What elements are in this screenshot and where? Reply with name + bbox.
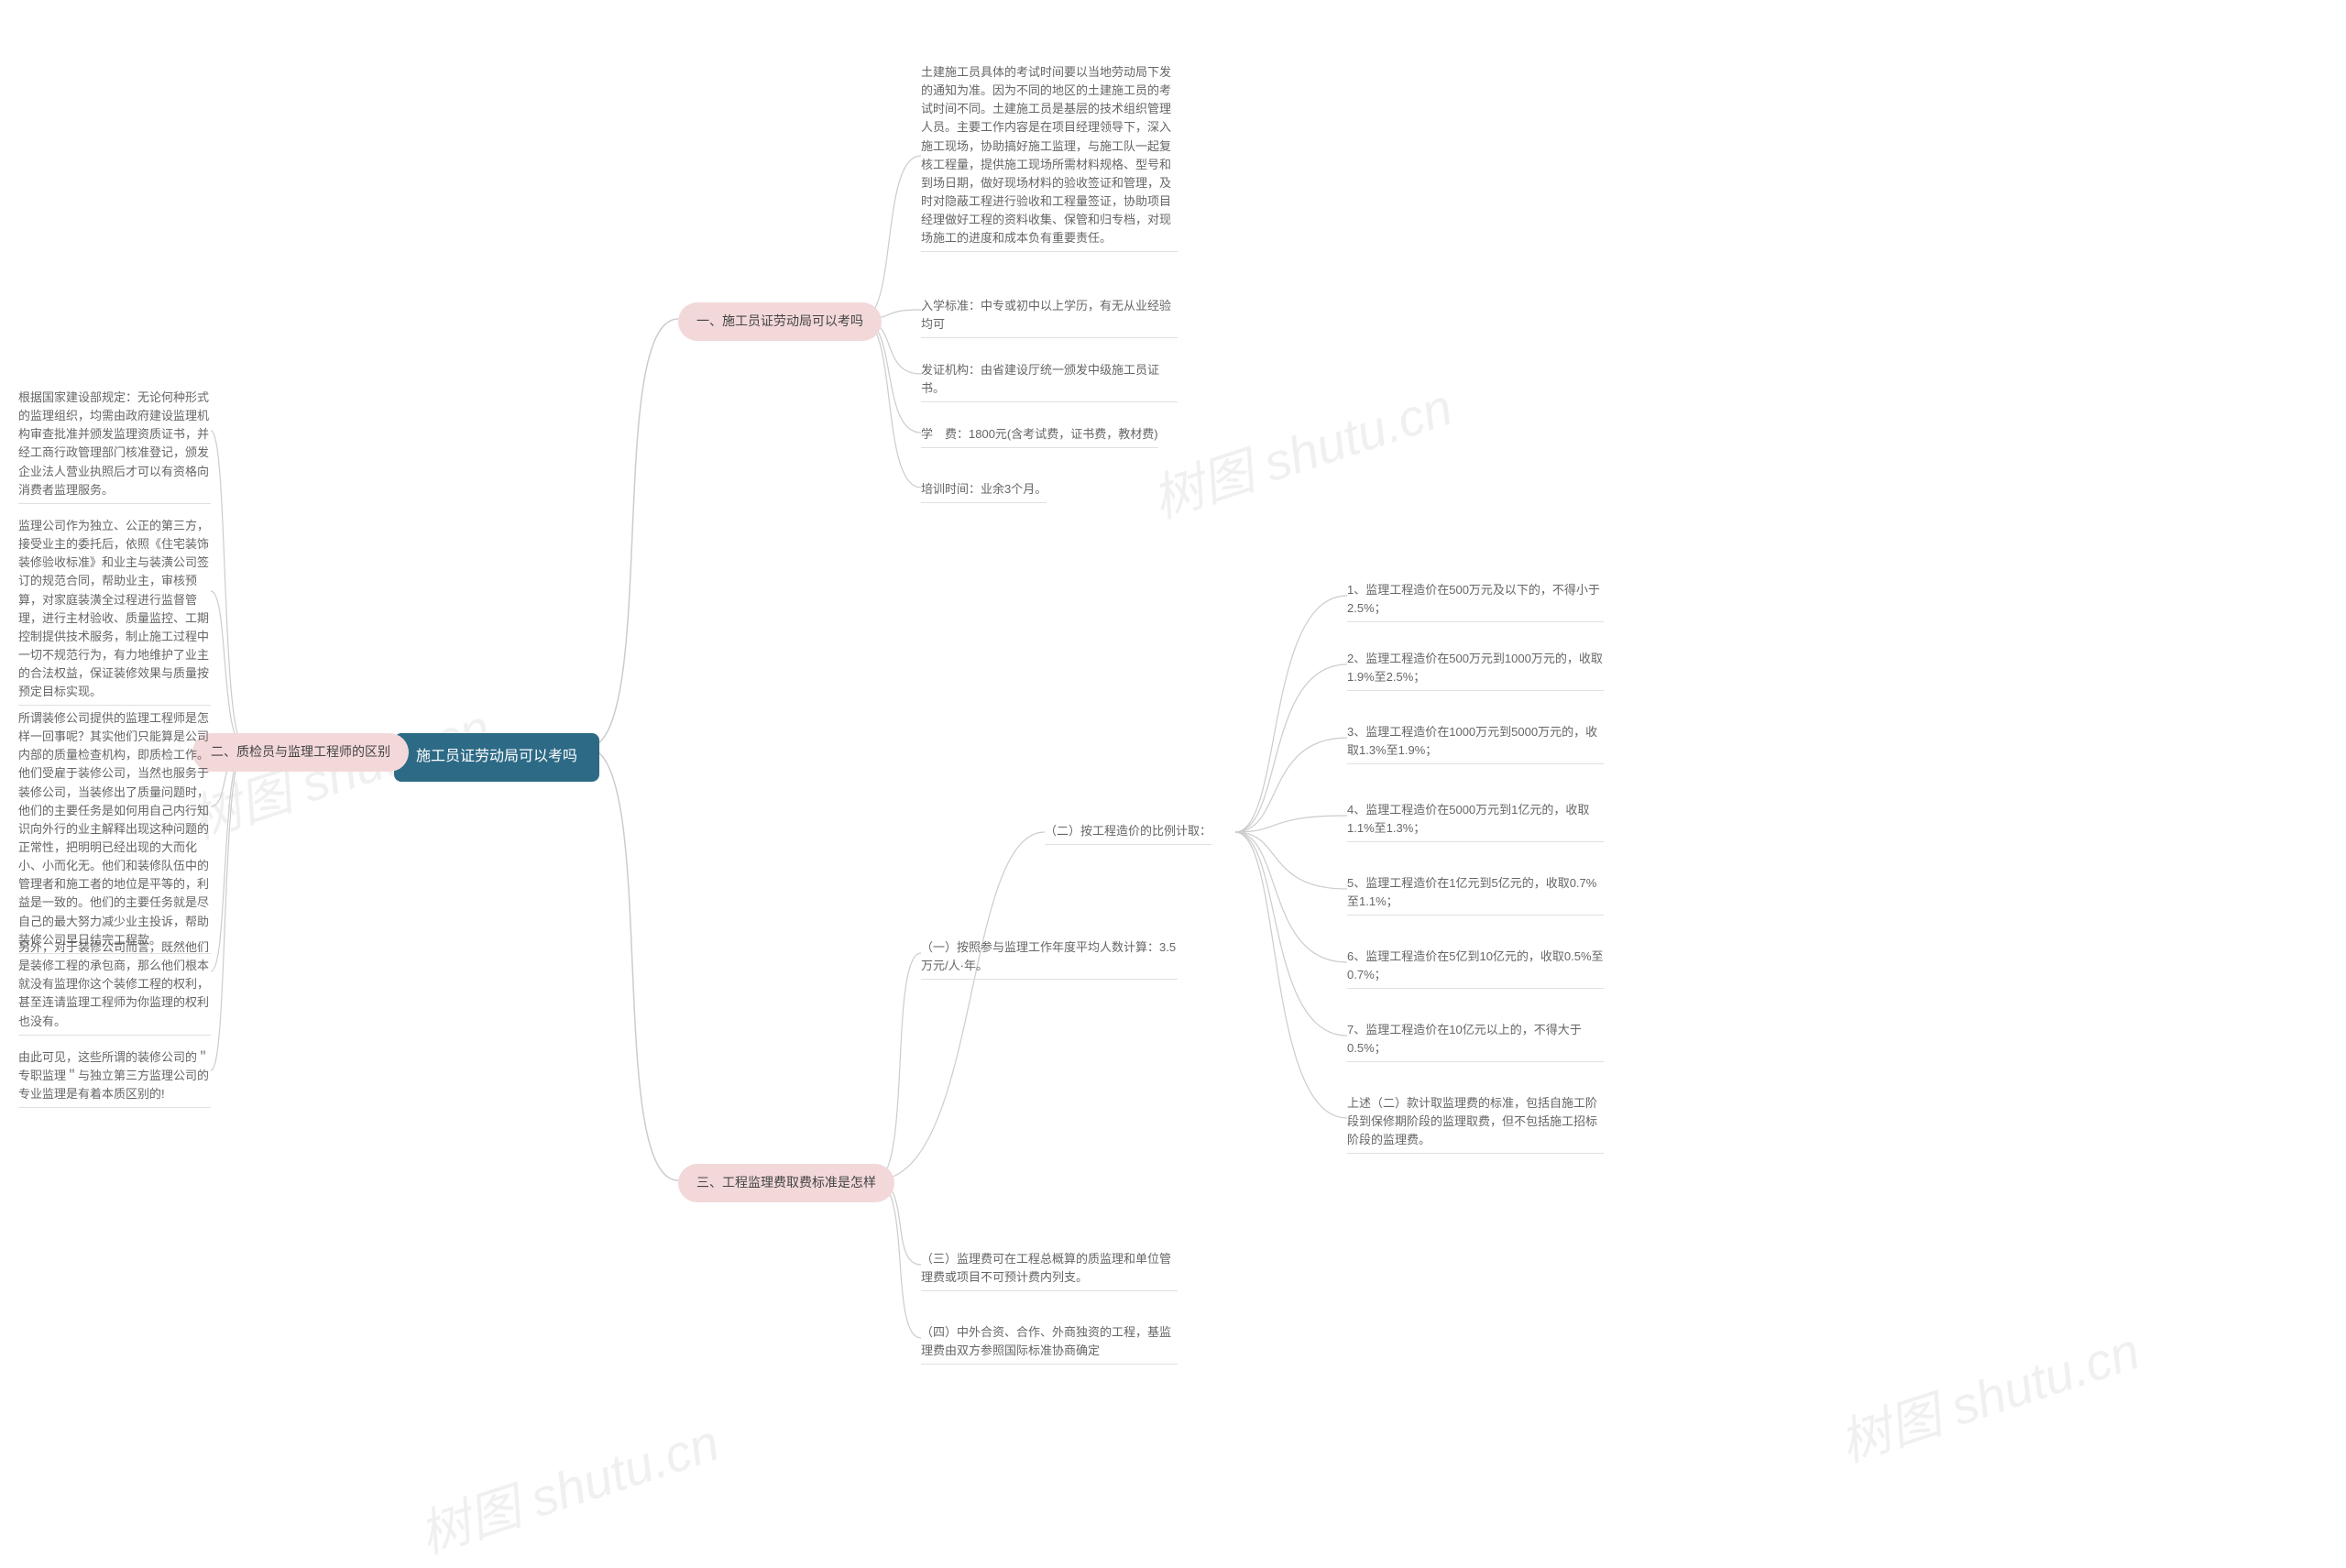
branch-node-2[interactable]: 二、质检员与监理工程师的区别 xyxy=(192,733,409,772)
leaf-node[interactable]: （二）按工程造价的比例计取： xyxy=(1045,818,1211,845)
leaf-node[interactable]: 7、监理工程造价在10亿元以上的，不得大于0.5%； xyxy=(1347,1017,1604,1062)
leaf-node[interactable]: 发证机构：由省建设厅统一颁发中级施工员证书。 xyxy=(921,357,1178,402)
leaf-node[interactable]: 上述（二）款计取监理费的标准，包括自施工阶段到保修期阶段的监理取费，但不包括施工… xyxy=(1347,1091,1604,1154)
watermark: 树图 shutu.cn xyxy=(1829,1310,2148,1477)
watermark: 树图 shutu.cn xyxy=(1142,367,1461,533)
leaf-node[interactable]: 另外，对于装修公司而言，既然他们是装修工程的承包商，那么他们根本就没有监理你这个… xyxy=(18,935,211,1036)
leaf-node[interactable]: 入学标准：中专或初中以上学历，有无从业经验均可 xyxy=(921,293,1178,338)
leaf-node[interactable]: 学 费：1800元(含考试费，证书费，教材费) xyxy=(921,422,1158,448)
leaf-node[interactable]: 所谓装修公司提供的监理工程师是怎样一回事呢？其实他们只能算是公司内部的质量检查机… xyxy=(18,706,211,954)
leaf-node[interactable]: 由此可见，这些所谓的装修公司的＂专职监理＂与独立第三方监理公司的专业监理是有着本… xyxy=(18,1045,211,1108)
leaf-node[interactable]: 5、监理工程造价在1亿元到5亿元的，收取0.7%至1.1%； xyxy=(1347,871,1604,916)
leaf-node[interactable]: 6、监理工程造价在5亿到10亿元的，收取0.5%至0.7%； xyxy=(1347,944,1604,989)
root-node[interactable]: 施工员证劳动局可以考吗 xyxy=(394,733,599,782)
leaf-node[interactable]: （三）监理费可在工程总概算的质监理和单位管理费或项目不可预计费内列支。 xyxy=(921,1246,1178,1291)
leaf-node[interactable]: 4、监理工程造价在5000万元到1亿元的，收取1.1%至1.3%； xyxy=(1347,797,1604,842)
leaf-node[interactable]: 3、监理工程造价在1000万元到5000万元的，收取1.3%至1.9%； xyxy=(1347,719,1604,764)
leaf-node[interactable]: 培训时间：业余3个月。 xyxy=(921,477,1047,503)
leaf-node[interactable]: 1、监理工程造价在500万元及以下的，不得小于2.5%； xyxy=(1347,577,1604,622)
leaf-node[interactable]: 2、监理工程造价在500万元到1000万元的，收取1.9%至2.5%； xyxy=(1347,646,1604,691)
branch-node-3[interactable]: 三、工程监理费取费标准是怎样 xyxy=(678,1164,894,1202)
leaf-node[interactable]: 土建施工员具体的考试时间要以当地劳动局下发的通知为准。因为不同的地区的土建施工员… xyxy=(921,60,1178,252)
leaf-node[interactable]: （一）按照参与监理工作年度平均人数计算：3.5万元/人·年。 xyxy=(921,935,1178,980)
leaf-node[interactable]: 监理公司作为独立、公正的第三方，接受业主的委托后，依照《住宅装饰装修验收标准》和… xyxy=(18,513,211,706)
branch-node-1[interactable]: 一、施工员证劳动局可以考吗 xyxy=(678,302,882,341)
leaf-node[interactable]: 根据国家建设部规定：无论何种形式的监理组织，均需由政府建设监理机构审查批准并颁发… xyxy=(18,385,211,504)
watermark: 树图 shutu.cn xyxy=(409,1402,728,1568)
leaf-node[interactable]: （四）中外合资、合作、外商独资的工程，基监理费由双方参照国际标准协商确定 xyxy=(921,1320,1178,1365)
